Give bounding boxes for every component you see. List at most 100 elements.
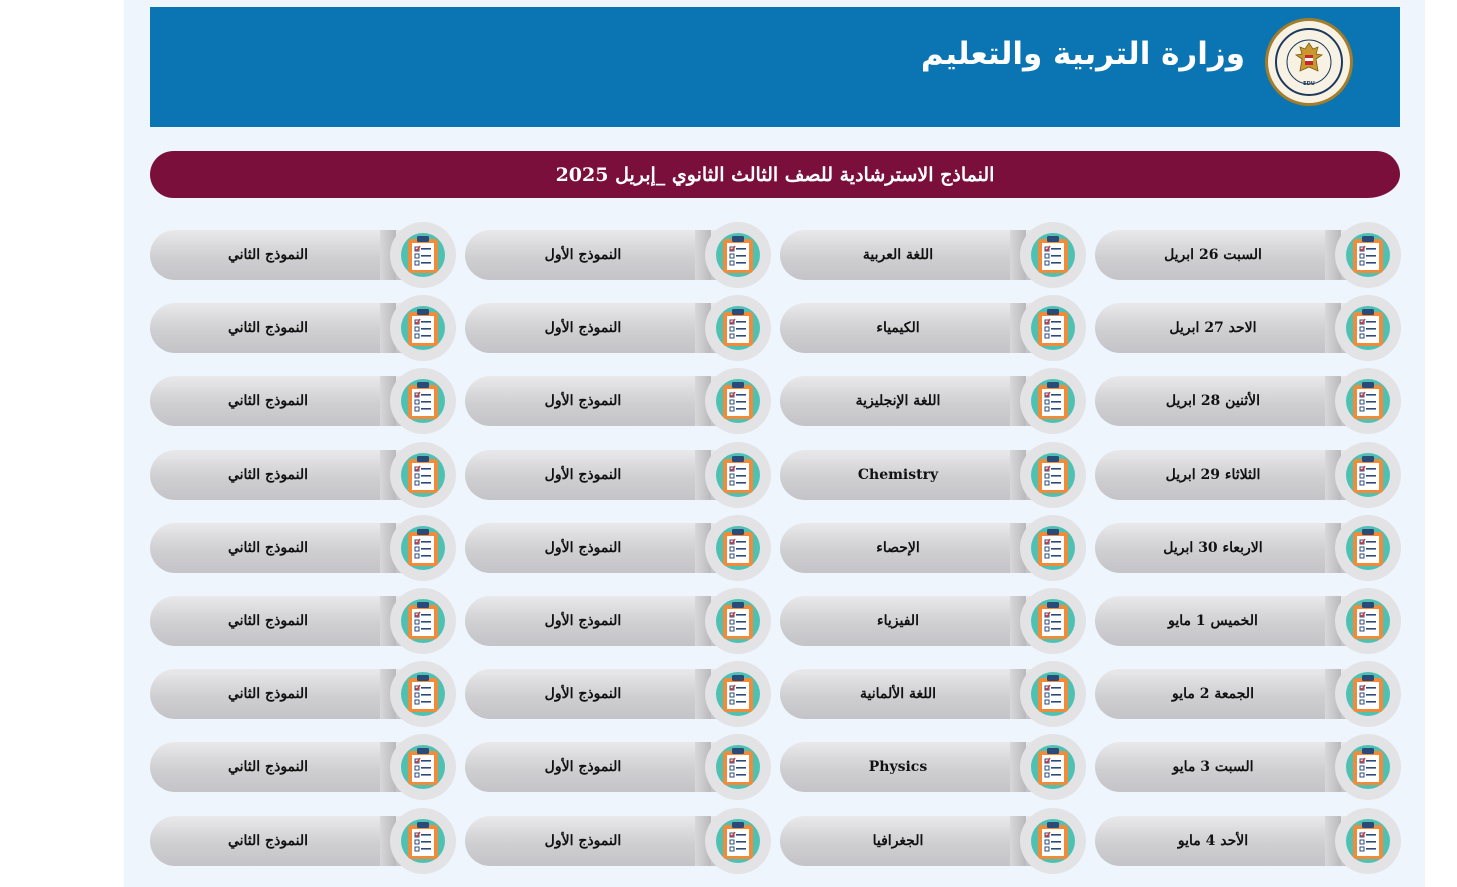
cell-pill: الأثنين 28 ابريل (1095, 376, 1347, 427)
icon-badge[interactable] (390, 514, 456, 581)
date-cell: الجمعة 2 مايو (1095, 661, 1401, 728)
cell-label: اللغة الإنجليزية (855, 393, 941, 410)
checklist-clipboard-icon (716, 745, 760, 790)
model1-link[interactable]: النموذج الأول (465, 368, 771, 435)
model2-link[interactable]: النموذج الثاني (150, 734, 456, 801)
cell-pill[interactable]: النموذج الثاني (150, 815, 402, 866)
cell-label: النموذج الثاني (227, 759, 309, 776)
cell-label: السبت 3 مايو (1172, 759, 1254, 776)
cell-label: النموذج الأول (544, 832, 622, 849)
model1-link[interactable]: النموذج الأول (465, 807, 771, 874)
cell-pill[interactable]: النموذج الأول (465, 449, 717, 500)
cell-pill[interactable]: النموذج الثاني (150, 230, 402, 280)
checklist-clipboard-icon (1346, 233, 1390, 277)
cell-pill[interactable]: النموذج الثاني (150, 303, 402, 354)
cell-pill[interactable]: النموذج الأول (465, 596, 717, 646)
checklist-clipboard-icon (401, 599, 445, 643)
cell-label: الفيزياء (877, 613, 919, 629)
model2-link[interactable]: النموذج الثاني (150, 368, 456, 435)
checklist-clipboard-icon (401, 379, 445, 424)
model2-link[interactable]: النموذج الثاني (150, 441, 456, 508)
icon-badge[interactable] (705, 588, 771, 654)
cell-pill[interactable]: النموذج الأول (465, 376, 717, 427)
cell-pill[interactable]: النموذج الثاني (150, 522, 402, 573)
checklist-clipboard-icon (1031, 599, 1075, 643)
cell-label: النموذج الأول (544, 320, 622, 337)
cell-pill[interactable]: النموذج الأول (465, 303, 717, 354)
icon-badge[interactable] (390, 588, 456, 654)
model2-link[interactable]: النموذج الثاني (150, 661, 456, 728)
model2-link[interactable]: النموذج الثاني (150, 295, 456, 362)
icon-badge (1335, 807, 1401, 874)
cell-label: النموذج الثاني (227, 832, 309, 849)
model2-link[interactable]: النموذج الثاني (150, 807, 456, 874)
cell-pill[interactable]: النموذج الثاني (150, 449, 402, 500)
icon-badge[interactable] (390, 368, 456, 435)
icon-badge[interactable] (390, 734, 456, 801)
model1-link[interactable]: النموذج الأول (465, 441, 771, 508)
icon-badge[interactable] (705, 807, 771, 874)
model1-link[interactable]: النموذج الأول (465, 295, 771, 362)
cell-pill: الثلاثاء 29 ابريل (1095, 449, 1347, 500)
cell-pill[interactable]: النموذج الأول (465, 230, 717, 280)
ministry-title: وزارة التربية والتعليم (920, 36, 1245, 72)
date-cell: السبت 26 ابريل (1095, 222, 1401, 288)
subject-cell: الإحصاء (780, 514, 1086, 581)
subject-cell: الفيزياء (780, 588, 1086, 654)
cell-pill: الإحصاء (780, 522, 1032, 573)
model1-link[interactable]: النموذج الأول (465, 588, 771, 654)
model2-link[interactable]: النموذج الثاني (150, 588, 456, 654)
cell-pill[interactable]: النموذج الثاني (150, 669, 402, 720)
icon-badge[interactable] (390, 441, 456, 508)
icon-badge[interactable] (705, 295, 771, 362)
svg-text:EDU: EDU (1303, 81, 1315, 87)
cell-pill[interactable]: النموذج الثاني (150, 742, 402, 793)
model1-link[interactable]: النموذج الأول (465, 514, 771, 581)
date-cell: الأحد 4 مايو (1095, 807, 1401, 874)
model2-link[interactable]: النموذج الثاني (150, 222, 456, 288)
icon-badge[interactable] (390, 661, 456, 728)
cell-label: الأحد 4 مايو (1177, 832, 1249, 849)
icon-badge (1020, 514, 1086, 581)
checklist-clipboard-icon (1031, 452, 1075, 497)
cell-pill[interactable]: النموذج الأول (465, 522, 717, 573)
model1-link[interactable]: النموذج الأول (465, 222, 771, 288)
icon-badge[interactable] (705, 368, 771, 435)
subject-cell: اللغة الألمانية (780, 661, 1086, 728)
subject-cell: Chemistry (780, 441, 1086, 508)
checklist-clipboard-icon (716, 306, 760, 351)
icon-badge (1020, 441, 1086, 508)
cell-label: النموذج الأول (544, 393, 622, 410)
icon-badge (1335, 734, 1401, 801)
subject-cell: اللغة الإنجليزية (780, 368, 1086, 435)
icon-badge[interactable] (390, 295, 456, 362)
icon-badge (1335, 661, 1401, 728)
icon-badge[interactable] (705, 734, 771, 801)
icon-badge[interactable] (390, 222, 456, 288)
icon-badge[interactable] (705, 514, 771, 581)
icon-badge (1020, 368, 1086, 435)
cell-pill[interactable]: النموذج الأول (465, 742, 717, 793)
cell-pill[interactable]: النموذج الأول (465, 815, 717, 866)
cell-pill[interactable]: النموذج الأول (465, 669, 717, 720)
icon-badge (1020, 295, 1086, 362)
ministry-logo[interactable]: EDU (1265, 18, 1353, 106)
date-cell: الخميس 1 مايو (1095, 588, 1401, 654)
model2-link[interactable]: النموذج الثاني (150, 514, 456, 581)
model1-link[interactable]: النموذج الأول (465, 734, 771, 801)
cell-pill[interactable]: النموذج الثاني (150, 596, 402, 646)
icon-badge[interactable] (390, 807, 456, 874)
icon-badge (1335, 295, 1401, 362)
cell-pill[interactable]: النموذج الثاني (150, 376, 402, 427)
date-cell: الاربعاء 30 ابريل (1095, 514, 1401, 581)
model1-link[interactable]: النموذج الأول (465, 661, 771, 728)
icon-badge[interactable] (705, 222, 771, 288)
cell-label: النموذج الثاني (227, 613, 309, 629)
cell-pill: Physics (780, 742, 1032, 793)
checklist-clipboard-icon (1346, 306, 1390, 351)
checklist-clipboard-icon (401, 818, 445, 863)
icon-badge[interactable] (705, 661, 771, 728)
icon-badge (1335, 441, 1401, 508)
icon-badge[interactable] (705, 441, 771, 508)
